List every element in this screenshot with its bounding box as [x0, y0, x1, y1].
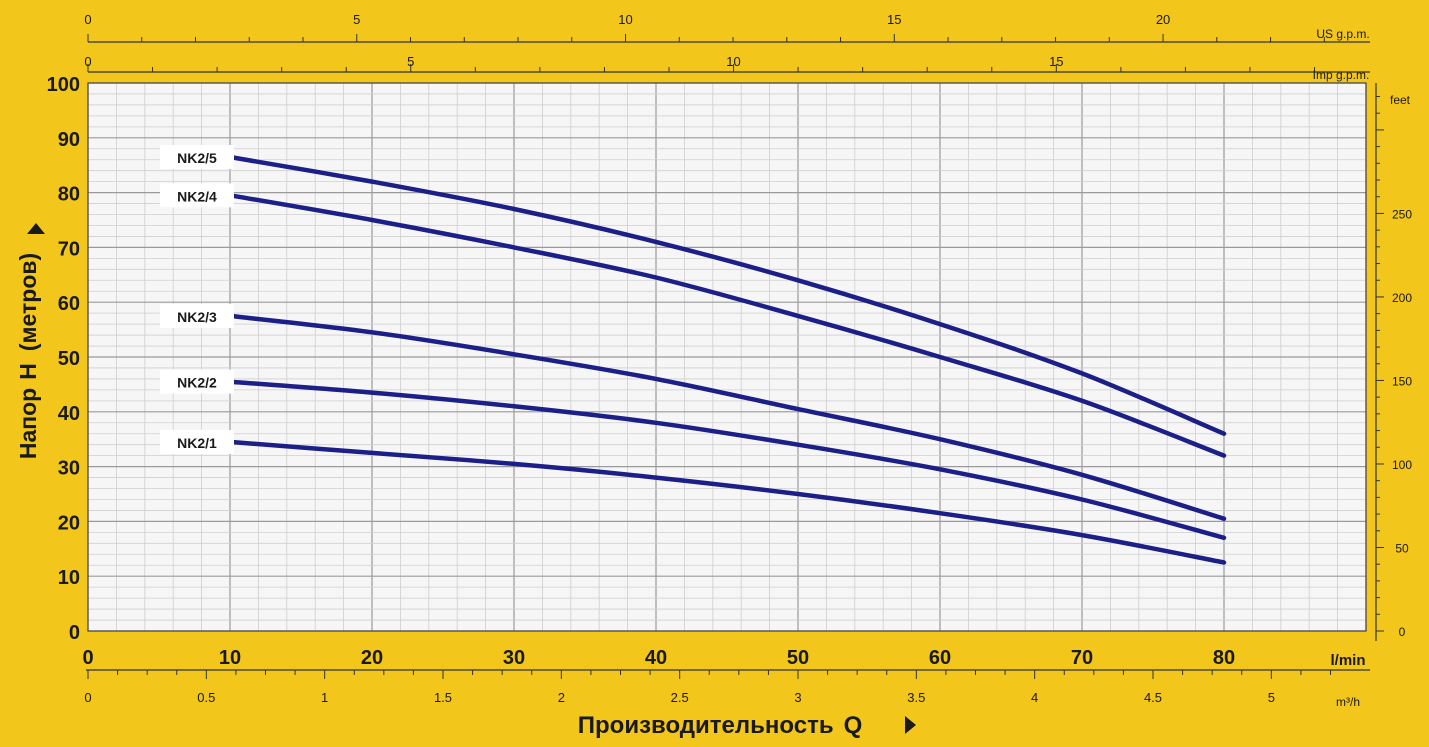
y-tick-label: 100: [47, 74, 80, 96]
imp-gpm-tick-label: 5: [407, 54, 414, 69]
x-tick-label: 0: [82, 647, 93, 669]
x-tick-label: 30: [503, 647, 525, 669]
imp-gpm-tick-label: 0: [84, 54, 91, 69]
y-tick-label: 60: [58, 293, 80, 315]
y-tick-label: 40: [58, 403, 80, 425]
x-tick-label: 20: [361, 647, 383, 669]
y-tick-label: 90: [58, 129, 80, 151]
y-tick-label: 30: [58, 458, 80, 480]
m3h-tick-label: 3.5: [907, 690, 925, 705]
x-axis-title-text: Производительность: [578, 712, 834, 739]
y-axis-title-text: Напор: [15, 388, 41, 459]
y-axis-title-unit: (метров): [15, 253, 41, 351]
x-tick-label: 50: [787, 647, 809, 669]
x-tick-label: 10: [219, 647, 241, 669]
series-label-box: [160, 144, 234, 169]
labels-layer: NK2/5 NK2/4 NK2/3 NK2/2 NK2/1 Производительно…: [15, 144, 916, 739]
curve-nk2-5: [227, 154, 1227, 436]
m3h-tick-label: 5: [1268, 690, 1275, 705]
feet-tick-label: 150: [1392, 374, 1412, 388]
x-axis-title-symbol: Q: [844, 712, 863, 739]
y-tick-label: 0: [69, 622, 80, 644]
feet-tick-label: 100: [1392, 458, 1412, 472]
feet-tick-label: 200: [1392, 291, 1412, 305]
m3h-tick-label: 4.5: [1144, 690, 1162, 705]
curve-nk2-1: [227, 439, 1227, 565]
us-gpm-tick-label: 10: [618, 12, 632, 27]
curve-nk2-3: [227, 313, 1227, 521]
x-tick-label: 60: [929, 647, 951, 669]
y-tick-label: 70: [58, 238, 80, 260]
series-layer: [227, 154, 1227, 565]
imp-gpm-tick-label: 15: [1049, 54, 1063, 69]
m3h-unit-label: m³/h: [1336, 695, 1360, 709]
series-label-box: [160, 183, 234, 208]
feet-tick-label: 0: [1399, 625, 1406, 639]
y-tick-label: 20: [58, 512, 80, 534]
y-axis-title: Напор H (метров): [15, 253, 41, 459]
series-label: NK2/3: [177, 309, 217, 325]
feet-tick-label: 50: [1395, 541, 1409, 555]
imp-gpm-tick-label: 10: [726, 54, 740, 69]
y-tick-label: 80: [58, 184, 80, 206]
m3h-tick-label: 0: [84, 690, 91, 705]
m3h-tick-label: 1.5: [434, 690, 452, 705]
x-tick-label: 40: [645, 647, 667, 669]
m3h-tick-label: 1: [321, 690, 328, 705]
plot-frame: [87, 82, 1367, 632]
x-unit-label: l/min: [1330, 652, 1365, 669]
m3h-tick-label: 2: [558, 690, 565, 705]
series-label: NK2/1: [177, 435, 217, 451]
m3h-tick-label: 3: [794, 690, 801, 705]
series-label: NK2/4: [177, 188, 217, 204]
series-label-box: [160, 429, 234, 454]
series-label-box: [160, 303, 234, 328]
m3h-tick-label: 2.5: [671, 690, 689, 705]
y-axis-title-symbol: H: [15, 363, 41, 380]
us-gpm-tick-label: 5: [353, 12, 360, 27]
series-label: NK2/5: [177, 150, 217, 166]
series-label: NK2/2: [177, 375, 217, 391]
x-axis-title: Производительность Q: [578, 712, 863, 739]
m3h-tick-label: 4: [1031, 690, 1038, 705]
curve-nk2-2: [227, 379, 1227, 541]
y-tick-label: 50: [58, 348, 80, 370]
us-gpm-tick-label: 0: [84, 12, 91, 27]
y-tick-label: 10: [58, 567, 80, 589]
m3h-tick-label: 0.5: [197, 690, 215, 705]
us-gpm-tick-label: 15: [887, 12, 901, 27]
imp-gpm-unit-label: Imp g.p.m.: [1313, 68, 1370, 82]
us-gpm-tick-label: 20: [1156, 12, 1170, 27]
feet-tick-label: 250: [1392, 207, 1412, 221]
x-tick-label: 70: [1071, 647, 1093, 669]
us-gpm-unit-label: US g.p.m.: [1316, 27, 1369, 41]
curve-nk2-4: [227, 193, 1227, 458]
y-axis-arrow-icon: [27, 223, 45, 234]
feet-unit-label: feet: [1390, 93, 1411, 107]
x-tick-label: 80: [1213, 647, 1235, 669]
x-axis-arrow-icon: [905, 716, 916, 734]
series-label-box: [160, 369, 234, 394]
